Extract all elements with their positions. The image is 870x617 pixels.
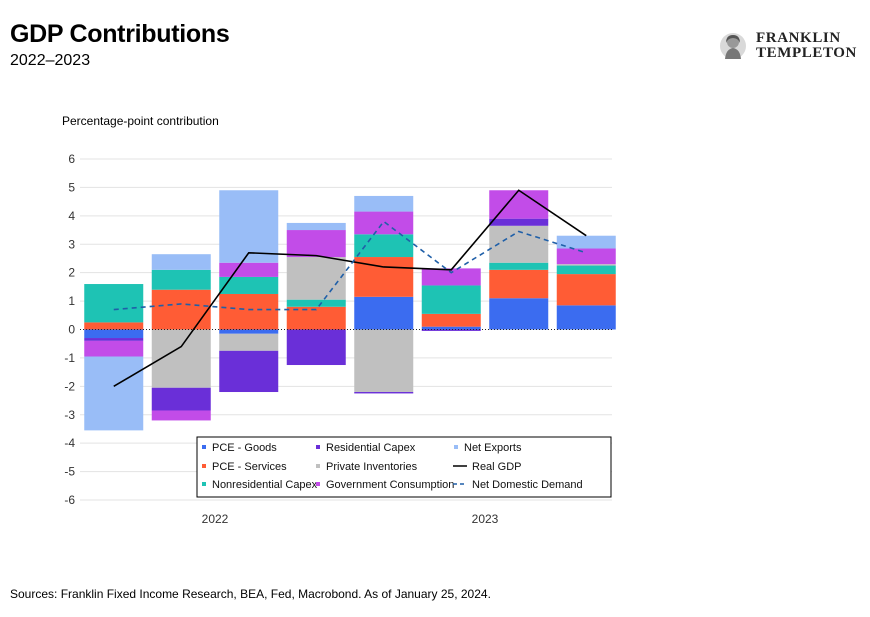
legend-swatch-pce_services — [202, 464, 206, 468]
bar-pce_goods — [421, 326, 481, 330]
bar-net_exports — [151, 254, 211, 270]
y-tick-label: 4 — [68, 209, 75, 223]
bar-net_exports — [286, 222, 346, 231]
legend-box — [196, 436, 612, 498]
bar-nonresidential_capex — [421, 285, 481, 314]
bar-government_consumption — [556, 248, 616, 265]
legend-swatch-nonresidential_capex — [202, 482, 206, 486]
legend-swatch-private_inventories — [316, 464, 320, 468]
y-tick-label: 1 — [68, 294, 75, 308]
y-axis-label: Percentage-point contribution — [62, 114, 219, 128]
bar-pce_services — [84, 322, 144, 330]
bar-private_inventories — [556, 264, 616, 266]
bar-pce_goods — [219, 329, 279, 334]
bar-nonresidential_capex — [354, 234, 414, 258]
bar-nonresidential_capex — [286, 299, 346, 307]
bar-residential_capex — [286, 329, 346, 366]
bar-pce_services — [421, 313, 481, 327]
bar-residential_capex — [151, 387, 211, 411]
line-real_gdp — [113, 189, 587, 388]
bar-pce_services — [556, 274, 616, 306]
x-group-label: 2023 — [472, 512, 499, 526]
bar-residential_capex — [84, 338, 144, 341]
portrait-seal-icon — [716, 30, 750, 62]
franklin-templeton-logo: FRANKLIN TEMPLETON — [716, 30, 861, 64]
bar-private_inventories — [354, 329, 414, 393]
y-tick-label: -6 — [64, 493, 75, 507]
bar-private_inventories — [219, 333, 279, 351]
y-tick-label: 2 — [68, 266, 75, 280]
bar-pce_services — [219, 293, 279, 330]
legend-label-nonresidential_capex: Nonresidential Capex — [212, 479, 318, 491]
y-tick-label: 3 — [68, 237, 75, 251]
bar-pce_services — [286, 306, 346, 330]
chart-subtitle: 2022–2023 — [10, 52, 91, 69]
bar-residential_capex — [489, 218, 549, 226]
bar-residential_capex — [354, 392, 414, 394]
logo-line-2: TEMPLETON — [756, 45, 857, 61]
bar-nonresidential_capex — [219, 276, 279, 294]
x-group-label: 2022 — [202, 512, 229, 526]
bar-nonresidential_capex — [489, 262, 549, 270]
legend-label-private_inventories: Private Inventories — [326, 461, 418, 473]
chart-title: GDP Contributions — [10, 20, 230, 48]
bar-government_consumption — [219, 262, 279, 277]
bar-nonresidential_capex — [556, 265, 616, 275]
legend-swatch-net_exports — [454, 445, 458, 449]
bar-pce_services — [151, 289, 211, 330]
bar-residential_capex — [219, 350, 279, 393]
y-tick-label: -1 — [64, 351, 75, 365]
y-tick-label: 6 — [68, 152, 75, 166]
bar-net_exports — [556, 235, 616, 249]
source-note: Sources: Franklin Fixed Income Research,… — [10, 587, 491, 601]
y-tick-label: 0 — [68, 323, 75, 337]
bar-net_exports — [354, 195, 414, 212]
bar-net_exports — [84, 356, 144, 431]
bar-residential_capex — [421, 329, 481, 331]
legend-label-residential_capex: Residential Capex — [326, 442, 416, 454]
bar-nonresidential_capex — [84, 284, 144, 323]
y-tick-label: -3 — [64, 408, 75, 422]
legend: PCE - Goods Residential Capex Net Exports P… — [196, 436, 612, 498]
bar-pce_goods — [489, 298, 549, 330]
y-tick-label: -4 — [64, 436, 75, 450]
legend-swatch-government_consumption — [316, 482, 320, 486]
y-tick-label: -2 — [64, 379, 75, 393]
legend-label-pce_goods: PCE - Goods — [212, 442, 277, 454]
bar-government_consumption — [286, 230, 346, 258]
bar-government_consumption — [84, 340, 144, 357]
bar-government_consumption — [354, 211, 414, 235]
bar-pce_goods — [354, 296, 414, 330]
legend-label-government_consumption: Government Consumption — [326, 479, 454, 491]
bar-nonresidential_capex — [151, 269, 211, 290]
logo-line-1: FRANKLIN — [756, 30, 841, 46]
y-tick-label: 5 — [68, 180, 75, 194]
bar-pce_goods — [84, 329, 144, 339]
bar-pce_goods — [556, 305, 616, 330]
legend-label-real_gdp: Real GDP — [472, 461, 522, 473]
bar-government_consumption — [151, 410, 211, 421]
y-tick-label: -5 — [64, 465, 75, 479]
bar-pce_services — [489, 269, 549, 299]
bar-private_inventories — [286, 257, 346, 300]
legend-label-pce_services: PCE - Services — [212, 461, 287, 473]
bar-government_consumption — [421, 268, 481, 286]
legend-swatch-residential_capex — [316, 445, 320, 449]
legend-label-net_domestic_demand: Net Domestic Demand — [472, 479, 583, 491]
legend-swatch-pce_goods — [202, 445, 206, 449]
bar-net_exports — [219, 190, 279, 263]
legend-label-net_exports: Net Exports — [464, 442, 522, 454]
